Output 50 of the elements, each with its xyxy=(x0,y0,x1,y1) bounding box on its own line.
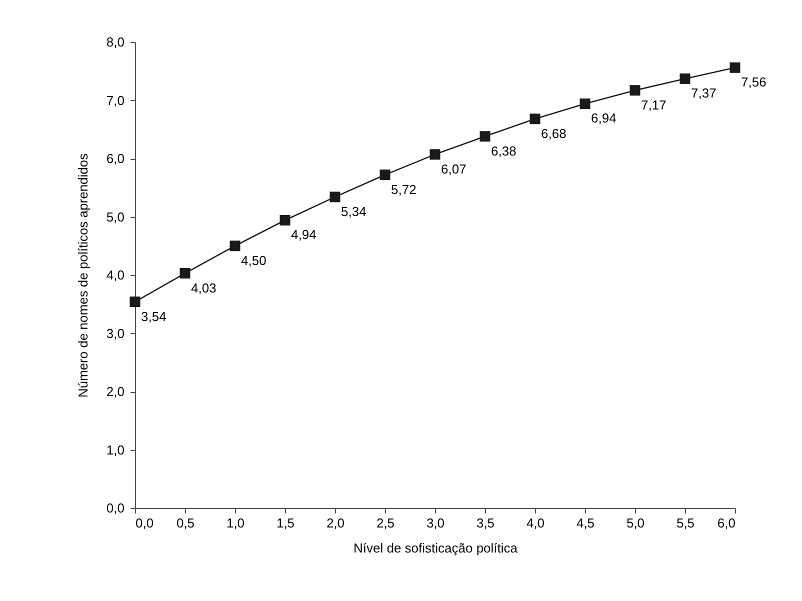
data-label: 7,37 xyxy=(691,86,716,101)
data-label: 6,94 xyxy=(591,110,616,126)
x-tick-label: 4,0 xyxy=(526,516,545,530)
x-tick-label: 1,0 xyxy=(226,516,245,530)
x-tick-label: 4,5 xyxy=(576,516,595,530)
x-tick-label: 5,0 xyxy=(626,516,645,530)
y-tick-label: 6,0 xyxy=(106,151,124,166)
x-tick-label: 3,5 xyxy=(476,516,495,530)
data-label: 5,72 xyxy=(391,182,416,197)
data-label: 4,03 xyxy=(191,280,216,296)
y-tick-label: 2,0 xyxy=(106,384,124,399)
data-label: 4,50 xyxy=(241,252,266,268)
point xyxy=(280,215,290,226)
point xyxy=(230,240,240,252)
point xyxy=(330,192,340,202)
x-tick-label: 6,0 xyxy=(717,516,736,530)
point xyxy=(680,73,690,84)
y-tick-label: 5,0 xyxy=(106,209,124,224)
data-label: 6,07 xyxy=(441,161,466,176)
y-axis-title: Número de nomes de políticos aprendidos xyxy=(75,152,90,398)
y-tick-label: 8,0 xyxy=(106,34,124,50)
x-tick-label: 2,5 xyxy=(376,516,395,530)
y-tick-label: 1,0 xyxy=(106,442,124,458)
point xyxy=(380,170,390,180)
x-tick-label: 0,0 xyxy=(136,516,154,530)
y-tick-label: 7,0 xyxy=(106,92,124,108)
point xyxy=(180,268,190,278)
point xyxy=(130,296,140,308)
data-label: 3,54 xyxy=(141,308,166,324)
x-axis-title: Nível de sofisticação política xyxy=(353,540,518,556)
x-tick-label: 0,5 xyxy=(176,516,195,530)
data-label: 6,38 xyxy=(491,143,516,158)
point xyxy=(480,131,490,142)
point xyxy=(530,114,540,124)
x-tick-label: 5,5 xyxy=(676,516,695,530)
y-tick-label: 0,0 xyxy=(106,500,124,516)
x-tick-label: 2,0 xyxy=(326,516,345,530)
y-tick-label: 4,0 xyxy=(106,268,124,282)
data-label: 4,94 xyxy=(291,227,316,242)
y-tick-label: 3,0 xyxy=(106,326,124,341)
data-label: 5,34 xyxy=(341,204,366,219)
point xyxy=(630,85,640,96)
data-label: 6,68 xyxy=(541,126,566,141)
data-label: 7,17 xyxy=(641,97,666,112)
x-tick-label: 3,0 xyxy=(426,516,445,530)
point xyxy=(730,62,740,73)
x-tick-label: 1,5 xyxy=(276,516,295,530)
data-label: 7,56 xyxy=(741,74,766,90)
point xyxy=(580,98,590,109)
point xyxy=(430,149,440,160)
